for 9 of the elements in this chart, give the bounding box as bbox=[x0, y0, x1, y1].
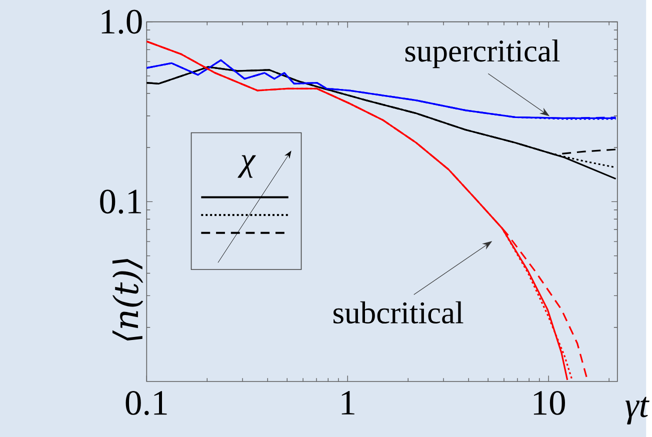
y-tick-label: 1.0 bbox=[102, 10, 142, 34]
annotation: χ bbox=[238, 155, 256, 178]
x-tick-label: 1 bbox=[342, 390, 354, 414]
annotation: subcritical bbox=[334, 301, 464, 324]
annotation: supercritical bbox=[405, 40, 560, 68]
y-axis-title: ⟨n(t)⟩ bbox=[112, 259, 144, 341]
x-tick-label: 10 bbox=[534, 390, 565, 415]
x-axis-title: γt bbox=[625, 396, 650, 424]
x-tick-label: 0.1 bbox=[126, 390, 167, 416]
